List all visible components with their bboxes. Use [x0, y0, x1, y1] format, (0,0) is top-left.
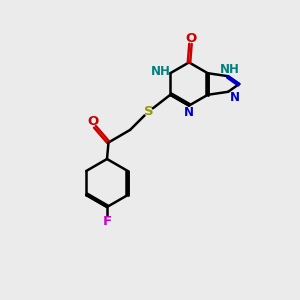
Text: N: N — [183, 106, 194, 119]
Text: O: O — [88, 115, 99, 128]
Text: N: N — [230, 91, 240, 104]
Text: NH: NH — [220, 63, 239, 76]
Text: O: O — [185, 32, 196, 45]
Text: F: F — [102, 215, 112, 228]
Text: NH: NH — [152, 65, 171, 78]
Text: S: S — [144, 105, 154, 118]
